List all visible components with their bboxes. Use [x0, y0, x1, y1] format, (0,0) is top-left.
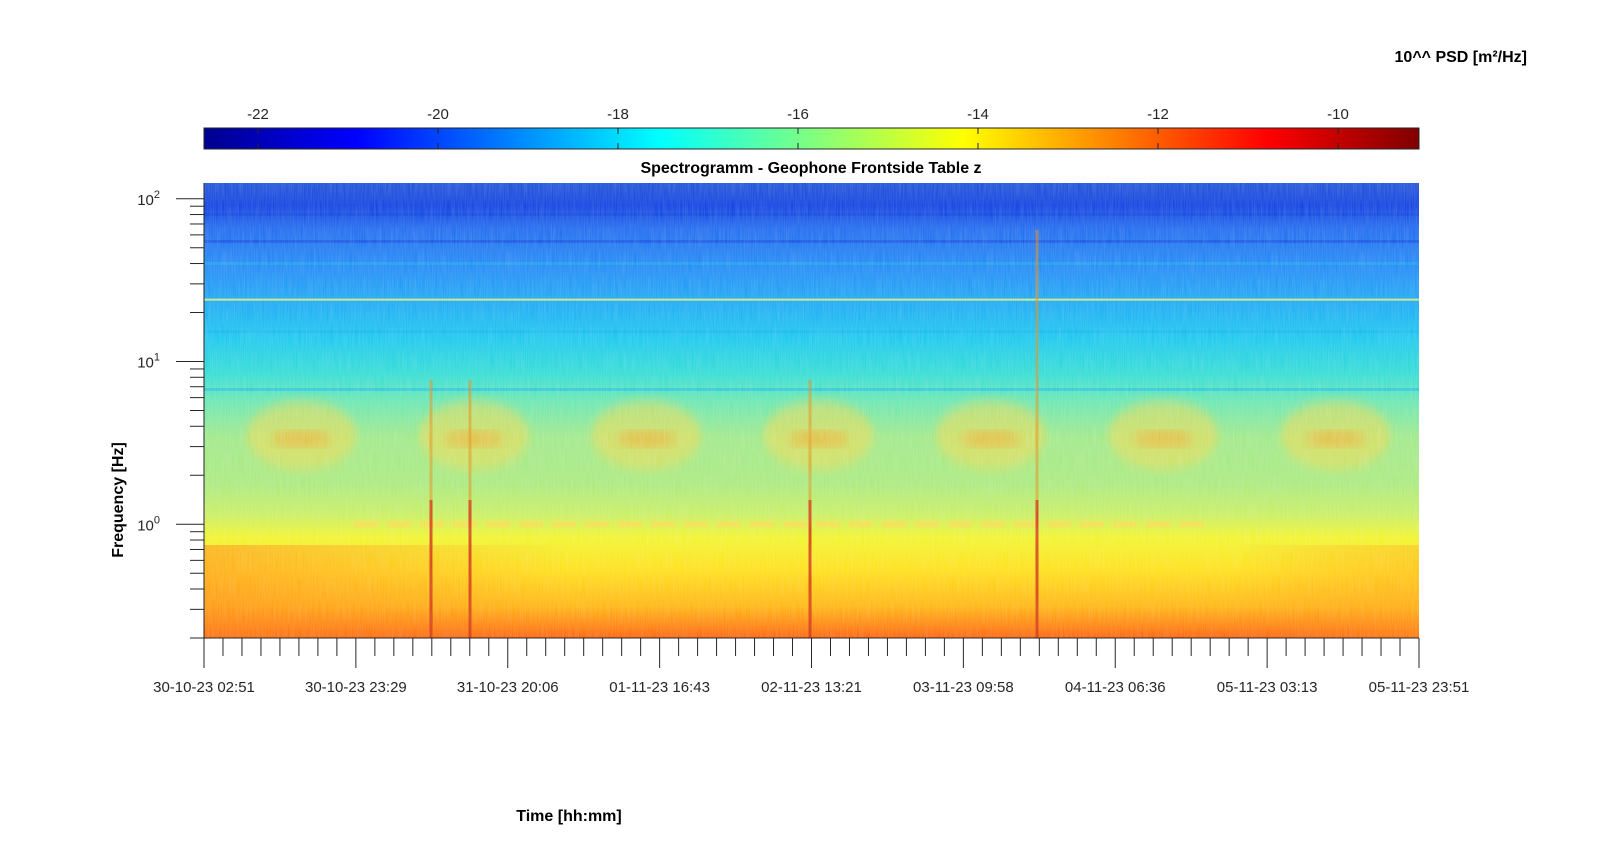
y-tick-label: 101	[137, 352, 160, 372]
y-axis-label: Frequency [Hz]	[110, 442, 127, 558]
spectrogram-noise	[204, 183, 1419, 638]
colorbar-tick-label: -18	[607, 106, 629, 123]
x-tick-label: 01-11-23 16:43	[609, 679, 710, 696]
y-tick-exponent: 1	[154, 352, 160, 364]
colorbar: -22 -20 -18 -16 -14 -12 -10 10^^ PSD [m²/Hz]	[203, 49, 1527, 150]
y-tick-base: 10	[137, 355, 154, 372]
x-tick-label: 30-10-23 02:51	[153, 679, 255, 696]
x-axis-label: Time [hh:mm]	[516, 808, 621, 825]
x-tick-label: 04-11-23 06:36	[1065, 679, 1166, 696]
y-tick-label: 100	[137, 514, 160, 534]
colorbar-gradient	[203, 127, 1420, 150]
colorbar-tick-label: -14	[967, 106, 989, 123]
y-tick-base: 10	[137, 192, 154, 209]
colorbar-tick-label: -12	[1147, 106, 1169, 123]
colorbar-label: 10^^ PSD [m²/Hz]	[1395, 49, 1527, 66]
x-tick-label: 30-10-23 23:29	[305, 679, 407, 696]
y-tick-label: 102	[137, 189, 160, 209]
x-tick-label: 05-11-23 23:51	[1369, 679, 1470, 696]
colorbar-tick-label: -22	[247, 106, 269, 123]
x-tick-label: 03-11-23 09:58	[913, 679, 1014, 696]
y-tick-exponent: 2	[154, 189, 160, 201]
chart-title: Spectrogramm - Geophone Frontside Table …	[640, 160, 981, 177]
colorbar-tick-label: -20	[427, 106, 449, 123]
x-tick-label: 31-10-23 20:06	[457, 679, 559, 696]
y-tick-base: 10	[137, 517, 154, 534]
x-tick-label: 05-11-23 03:13	[1217, 679, 1318, 696]
x-tick-label: 02-11-23 13:21	[761, 679, 862, 696]
spectrogram-plot	[204, 183, 1419, 638]
x-axis: 30-10-23 02:51 30-10-23 23:29 31-10-23 20:…	[153, 637, 1470, 696]
colorbar-tick-label: -16	[787, 106, 809, 123]
colorbar-ticks: -22 -20 -18 -16 -14 -12 -10	[247, 106, 1349, 149]
colorbar-tick-label: -10	[1327, 106, 1349, 123]
y-tick-exponent: 0	[154, 514, 160, 526]
